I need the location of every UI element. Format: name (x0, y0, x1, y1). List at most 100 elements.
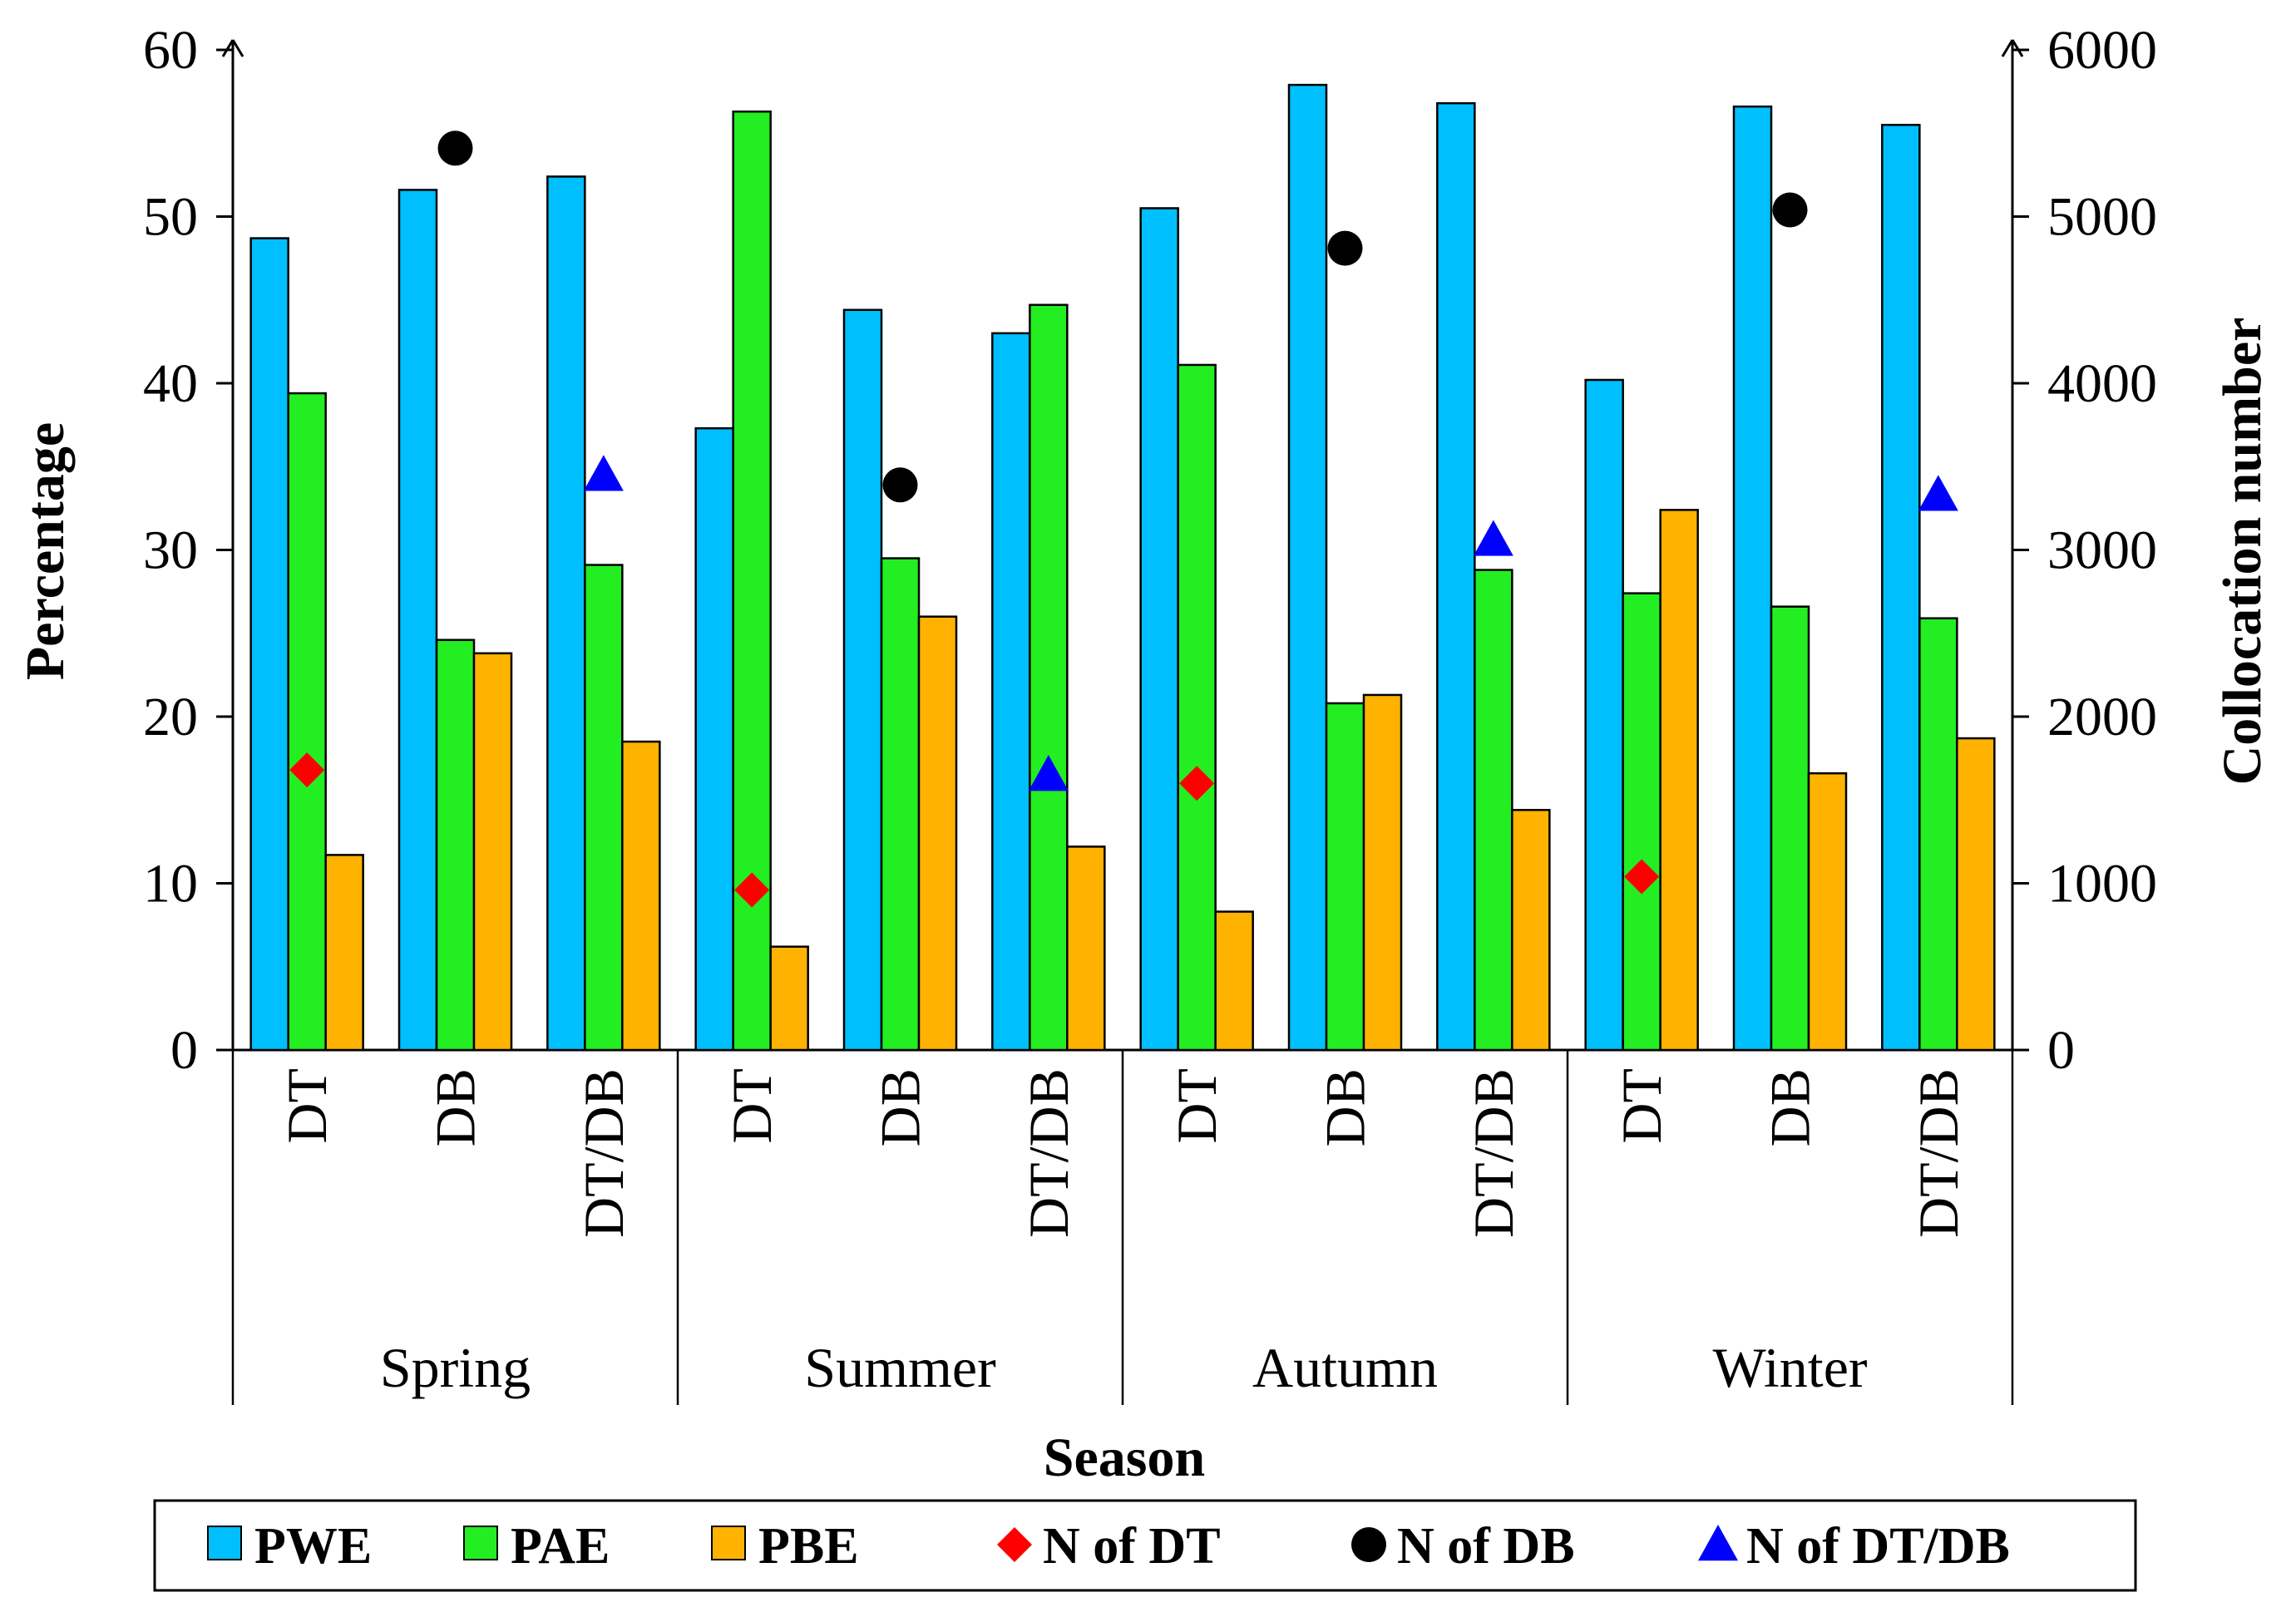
y-tick-label: 10 (143, 854, 198, 914)
marker-n-of-dt-4 (734, 872, 770, 908)
y-tick-label: 30 (143, 520, 198, 581)
marker-n-of-dt-db-12 (1918, 475, 1958, 511)
category-label: DT/DB (1462, 1068, 1525, 1238)
marker-n-of-dt-db-6 (1028, 755, 1069, 791)
bar-pae-2 (435, 638, 476, 1052)
y2-axis-title: Collocation number (2212, 318, 2273, 786)
legend-marker-n-of-dt-db (1698, 1525, 1738, 1561)
y2-tick-label: 0 (2047, 1020, 2075, 1081)
bar-pae-5 (880, 557, 921, 1052)
category-label: DT/DB (1017, 1068, 1080, 1238)
category-label: DT (720, 1068, 783, 1144)
legend-marker-n-of-dt (997, 1527, 1032, 1562)
bar-pbe-7 (1214, 910, 1254, 1052)
marker-n-of-dt-1 (289, 752, 325, 788)
y-tick-label: 50 (143, 187, 198, 248)
category-label: DB (1759, 1068, 1822, 1146)
y-tick-label: 0 (170, 1020, 198, 1081)
category-label: DT (1610, 1068, 1673, 1144)
bar-pwe-1 (249, 237, 289, 1052)
bar-pae-8 (1325, 702, 1365, 1052)
season-label: Summer (804, 1336, 996, 1399)
marker-n-of-dt-7 (1179, 766, 1215, 801)
bar-pbe-4 (769, 945, 809, 1052)
marker-n-of-dt-db-3 (583, 455, 624, 491)
bar-pbe-5 (917, 615, 958, 1052)
category-label: DT/DB (1907, 1068, 1970, 1238)
bar-pbe-2 (472, 652, 513, 1052)
bar-pae-3 (584, 564, 624, 1052)
season-label: Spring (380, 1336, 531, 1399)
bar-pwe-9 (1436, 101, 1476, 1052)
bar-pwe-7 (1139, 207, 1179, 1052)
y-axis-arrow (221, 39, 235, 57)
bar-pae-7 (1177, 363, 1217, 1052)
y-tick-label: 40 (143, 353, 198, 414)
y2-axis-arrow (2001, 39, 2014, 57)
bar-pae-1 (287, 392, 327, 1052)
bar-pwe-5 (842, 308, 883, 1052)
category-label: DT (275, 1068, 338, 1144)
category-label: DB (869, 1068, 932, 1146)
legend-label-n-of-dt: N of DT (1043, 1518, 1221, 1575)
bar-pbe-11 (1807, 771, 1848, 1052)
bar-pbe-10 (1659, 509, 1699, 1052)
bar-pwe-2 (397, 189, 438, 1052)
bar-pwe-11 (1732, 105, 1773, 1052)
legend-label-pbe: PBE (758, 1518, 859, 1575)
category-label: DB (424, 1068, 487, 1146)
y-tick-label: 20 (143, 687, 198, 747)
y-axis-arrow (231, 39, 244, 57)
bar-pwe-8 (1287, 83, 1328, 1052)
category-label: DB (1314, 1068, 1377, 1146)
bar-pbe-12 (1956, 737, 1996, 1052)
marker-n-of-dt-10 (1624, 859, 1660, 895)
bar-pae-10 (1622, 592, 1662, 1052)
legend-swatch-pbe (711, 1526, 746, 1560)
season-label: Winter (1712, 1336, 1867, 1399)
y2-tick-label: 2000 (2047, 687, 2157, 747)
bar-pae-6 (1029, 303, 1069, 1052)
bar-pwe-3 (546, 175, 586, 1052)
y2-tick-label: 4000 (2047, 353, 2157, 414)
legend: PWE PAE PBE N of DT N of DB N of DT/DB (153, 1499, 2137, 1592)
marker-n-of-db-8 (1327, 230, 1363, 266)
legend-swatch-pwe (207, 1526, 242, 1560)
bar-pae-9 (1474, 569, 1513, 1052)
y2-tick-label: 3000 (2047, 520, 2157, 581)
bar-pbe-6 (1066, 845, 1106, 1052)
marker-n-of-dt-db-9 (1473, 520, 1513, 556)
plot-area: 0 10 20 30 40 50 60 0 1000 2000 3000 4000 5000 6000 DT… (143, 20, 2157, 1405)
bar-pbe-1 (324, 854, 364, 1052)
category-label: DT (1165, 1068, 1228, 1144)
bar-pbe-3 (621, 740, 661, 1052)
bar-pae-4 (732, 110, 772, 1052)
marker-n-of-db-2 (437, 131, 473, 166)
legend-swatch-pae (463, 1526, 498, 1560)
legend-label-pwe: PWE (254, 1518, 372, 1575)
y2-tick-label: 1000 (2047, 854, 2157, 914)
bar-pwe-6 (991, 332, 1031, 1052)
bar-pbe-8 (1362, 693, 1403, 1052)
legend-marker-n-of-db (1351, 1527, 1386, 1562)
bar-pwe-10 (1584, 378, 1624, 1052)
bar-pwe-12 (1881, 123, 1921, 1052)
legend-label-n-of-db: N of DB (1397, 1518, 1575, 1575)
y-tick-label: 60 (143, 20, 198, 81)
x-axis-title: Season (1044, 1427, 1205, 1488)
marker-n-of-db-5 (882, 467, 918, 503)
bar-pwe-4 (694, 426, 734, 1052)
y2-axis-arrow (2011, 39, 2024, 57)
y2-tick-label: 6000 (2047, 20, 2157, 81)
legend-label-n-of-dt-db: N of DT/DB (1746, 1518, 2010, 1575)
marker-n-of-db-11 (1772, 192, 1808, 228)
y-axis-title: Percentage (15, 422, 76, 680)
legend-label-pae: PAE (511, 1518, 610, 1575)
bar-pae-12 (1918, 617, 1958, 1052)
y2-tick-label: 5000 (2047, 187, 2157, 248)
category-label: DT/DB (572, 1068, 635, 1238)
bar-pbe-9 (1511, 809, 1551, 1052)
bar-pae-11 (1770, 605, 1810, 1052)
